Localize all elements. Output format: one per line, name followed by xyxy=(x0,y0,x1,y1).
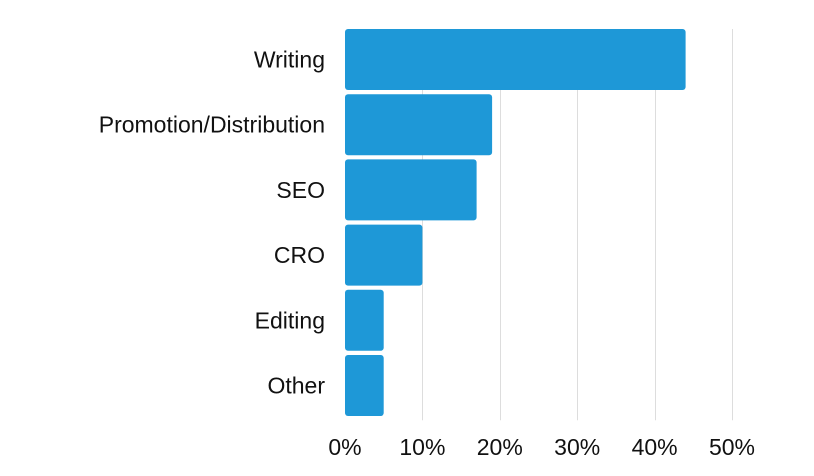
x-tick-label-50: 50% xyxy=(709,434,755,460)
x-tick-label-20: 20% xyxy=(477,434,523,460)
category-label-seo: SEO xyxy=(276,177,325,203)
bar-writing xyxy=(345,29,686,90)
category-label-writing: Writing xyxy=(254,47,325,73)
x-tick-label-30: 30% xyxy=(554,434,600,460)
x-tick-label-0: 0% xyxy=(328,434,361,460)
x-axis-tick-labels: 0% 10% 20% 30% 40% 50% xyxy=(328,434,755,460)
bar-other xyxy=(345,355,384,416)
category-labels: Writing Promotion/Distribution SEO CRO Editi… xyxy=(99,47,326,399)
grid-lines xyxy=(422,29,733,421)
x-tick-label-40: 40% xyxy=(632,434,678,460)
category-label-other: Other xyxy=(267,373,325,399)
bar-editing xyxy=(345,289,384,351)
category-label-editing: Editing xyxy=(255,307,325,333)
bar-seo xyxy=(345,159,477,221)
category-label-promotion-distribution: Promotion/Distribution xyxy=(99,112,325,138)
bars xyxy=(345,29,686,416)
x-tick-label-10: 10% xyxy=(399,434,445,460)
bar-cro xyxy=(345,224,423,286)
bar-promotion-distribution xyxy=(345,94,493,156)
category-label-cro: CRO xyxy=(274,242,325,268)
